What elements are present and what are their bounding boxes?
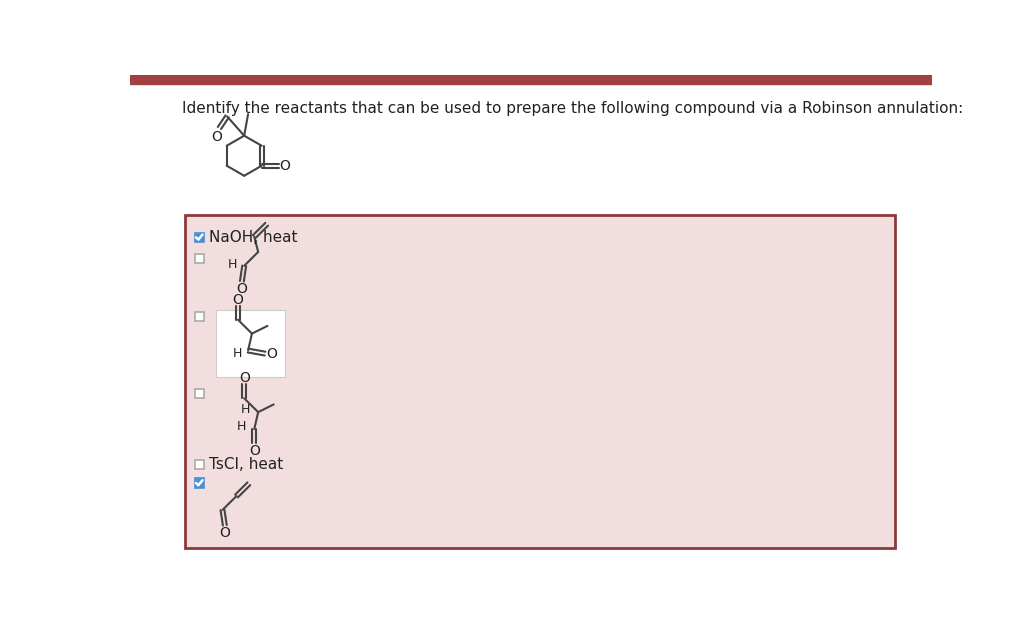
Bar [195,389,204,398]
Text: H: H [232,347,241,360]
Text: O: O [266,346,278,361]
FancyBboxPatch shape [185,215,895,548]
Bar [195,312,204,321]
Text: O: O [232,293,243,307]
Text: Identify the reactants that can be used to prepare the following compound via a : Identify the reactants that can be used … [182,101,963,116]
Text: H: H [241,403,251,416]
Text: H: H [237,421,247,433]
Text: O: O [280,158,290,173]
Bar [195,479,204,487]
Bar [195,460,204,469]
Text: O: O [220,526,230,540]
Text: O: O [249,444,260,457]
Bar [130,75,932,84]
Text: NaOH, heat: NaOH, heat [208,230,297,245]
Text: H: H [228,258,237,271]
Text: O: O [236,282,248,296]
Bar [217,310,285,378]
Text: O: O [211,130,222,144]
Text: O: O [238,371,250,385]
Bar [195,233,204,242]
Text: TsCI, heat: TsCI, heat [208,457,283,472]
Bar [195,253,204,263]
